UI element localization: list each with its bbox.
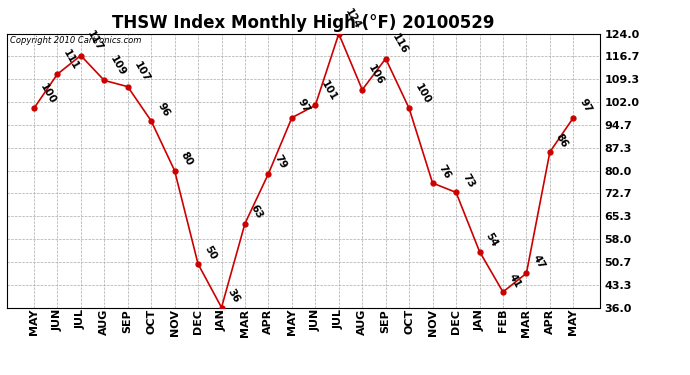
Text: 100: 100 — [413, 82, 433, 106]
Text: 76: 76 — [437, 163, 453, 180]
Title: THSW Index Monthly High (°F) 20100529: THSW Index Monthly High (°F) 20100529 — [112, 14, 495, 32]
Text: 101: 101 — [319, 79, 339, 102]
Text: 116: 116 — [390, 32, 409, 56]
Text: 47: 47 — [531, 253, 546, 270]
Text: 96: 96 — [155, 100, 171, 118]
Text: 124: 124 — [343, 7, 362, 31]
Text: 80: 80 — [179, 150, 195, 168]
Text: 97: 97 — [578, 98, 593, 115]
Text: 41: 41 — [507, 272, 523, 289]
Text: 63: 63 — [249, 203, 265, 221]
Text: 97: 97 — [296, 98, 312, 115]
Text: 100: 100 — [38, 82, 57, 106]
Text: 111: 111 — [61, 48, 81, 71]
Text: 50: 50 — [202, 244, 218, 261]
Text: 107: 107 — [132, 60, 152, 84]
Text: 117: 117 — [85, 29, 105, 53]
Text: 109: 109 — [108, 54, 128, 78]
Text: 73: 73 — [460, 172, 476, 190]
Text: 86: 86 — [554, 132, 570, 149]
Text: 54: 54 — [484, 231, 500, 249]
Text: Copyright 2010 Cartronics.com: Copyright 2010 Cartronics.com — [10, 36, 141, 45]
Text: 79: 79 — [273, 153, 288, 171]
Text: 106: 106 — [366, 63, 386, 87]
Text: 36: 36 — [226, 287, 241, 305]
